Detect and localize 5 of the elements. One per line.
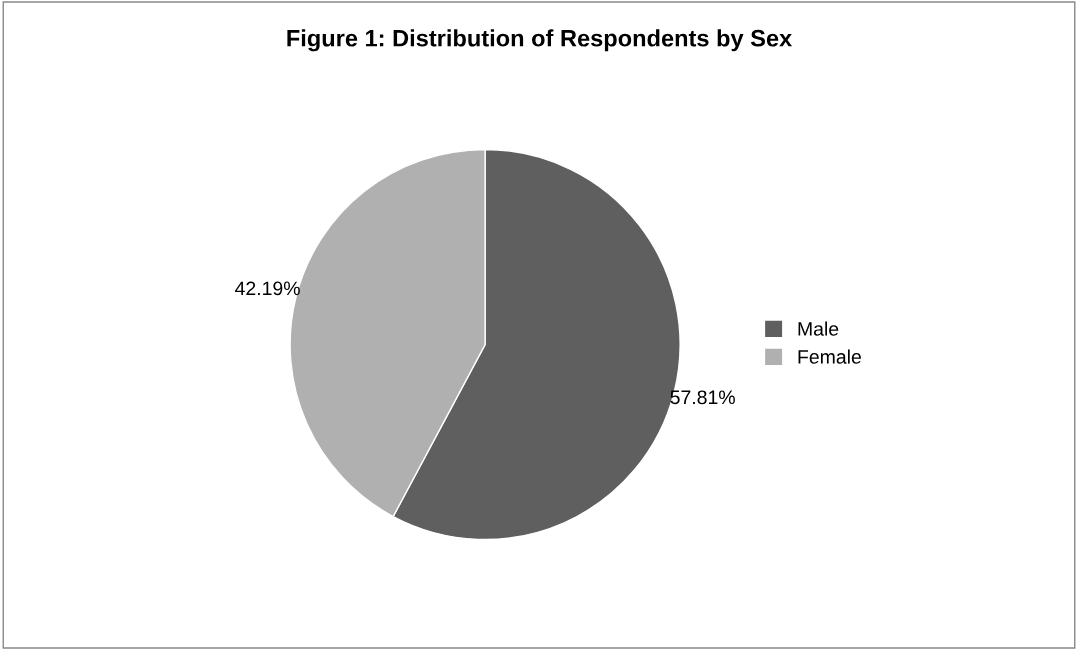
legend-label: Female bbox=[798, 349, 861, 364]
legend-label: Male bbox=[798, 321, 839, 336]
chart-title: Figure 1: Distribution of Respondents by Sex bbox=[287, 29, 793, 52]
data-label: 57.81% bbox=[670, 390, 735, 405]
data-label: 42.19% bbox=[235, 281, 300, 296]
